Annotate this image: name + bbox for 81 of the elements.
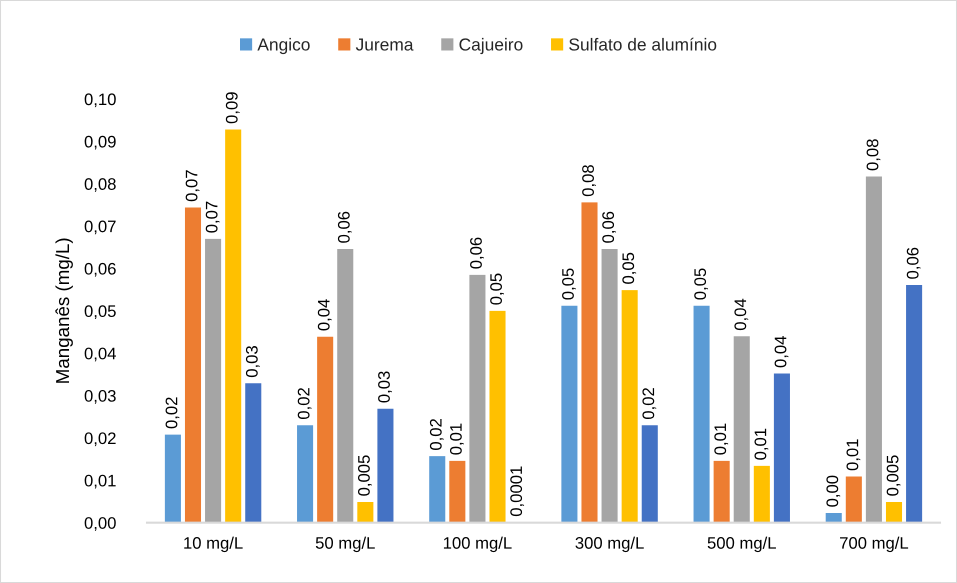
- bar: [225, 130, 242, 523]
- y-tick-label: 0,03: [84, 390, 116, 404]
- y-tick-label: 0,05: [84, 305, 116, 320]
- data-label: 0,05: [694, 268, 708, 300]
- data-label: 0,01: [846, 439, 860, 470]
- data-label: 0,07: [186, 170, 200, 202]
- bar: [622, 290, 638, 523]
- data-label: 0,08: [582, 165, 596, 196]
- y-tick-label: 0,08: [84, 178, 116, 192]
- data-label: 0,03: [246, 346, 260, 378]
- data-label: 0,04: [318, 299, 332, 330]
- bar: [866, 176, 882, 523]
- y-tick-label: 0,07: [84, 220, 116, 234]
- y-tick-label: 0,01: [84, 474, 116, 488]
- bar: [429, 456, 446, 523]
- x-tick-label: 10 mg/L: [184, 536, 243, 552]
- bar: [774, 374, 790, 523]
- data-label: 0,03: [378, 371, 392, 403]
- y-tick-label: 0,04: [84, 348, 116, 362]
- bar: [642, 425, 658, 523]
- data-label: 0,04: [734, 298, 748, 330]
- data-label: 0,02: [298, 388, 312, 420]
- bar: [337, 248, 354, 523]
- legend-label: Angico: [257, 38, 310, 54]
- bar: [357, 502, 374, 523]
- data-label: 0,01: [714, 424, 728, 455]
- data-label: 0,02: [642, 388, 656, 420]
- data-label: 0,05: [622, 252, 636, 284]
- y-tick-label: 0,00: [84, 517, 116, 531]
- y-tick-label: 0,06: [84, 262, 116, 277]
- bar: [317, 336, 334, 523]
- legend-label: Cajueiro: [459, 38, 523, 54]
- bar: [846, 476, 862, 523]
- x-tick-label: 500 mg/L: [708, 536, 776, 552]
- bar: [245, 383, 262, 523]
- data-label: 0,01: [754, 428, 768, 460]
- y-axis-title: Manganês (mg/L): [55, 238, 73, 383]
- bar: [754, 466, 770, 523]
- bar: [469, 274, 486, 523]
- bar: [694, 306, 710, 523]
- data-label: 0,02: [430, 419, 444, 450]
- data-label: 0,06: [602, 212, 616, 243]
- data-label: 0,005: [358, 455, 372, 496]
- data-label: 0,05: [490, 274, 504, 305]
- data-label: 0,06: [338, 212, 352, 243]
- data-label: 0,08: [866, 139, 880, 170]
- data-label: 0,06: [906, 248, 921, 279]
- bar: [164, 434, 181, 523]
- bar: [489, 310, 506, 523]
- y-tick-label: 0,10: [84, 93, 116, 108]
- bar: [184, 207, 202, 523]
- x-tick-label: 300 mg/L: [575, 536, 644, 552]
- bar: [734, 336, 750, 523]
- bar: [449, 460, 466, 523]
- data-label: 0,02: [166, 397, 180, 428]
- bar: [906, 285, 922, 523]
- data-label: 0,005: [886, 455, 900, 496]
- bar: [826, 512, 842, 523]
- bar: [714, 460, 730, 523]
- x-tick-label: 700 mg/L: [840, 536, 908, 552]
- data-label: 0,01: [450, 424, 464, 455]
- bar: [581, 202, 598, 523]
- bar: [205, 238, 222, 523]
- bar: [297, 425, 314, 523]
- y-tick-label: 0,02: [84, 432, 116, 446]
- bar: [886, 502, 902, 523]
- data-label: 0,05: [562, 268, 576, 300]
- legend-label: Jurema: [356, 38, 414, 51]
- x-tick-label: 100 mg/L: [444, 536, 512, 552]
- data-label: 0,07: [206, 202, 220, 233]
- legend-label: Sulfato de alumínio: [569, 38, 716, 51]
- data-label: 0,00: [826, 476, 840, 507]
- bar: [561, 306, 578, 523]
- data-label: 0,04: [774, 336, 788, 368]
- bar: [602, 248, 618, 523]
- x-tick-label: 50 mg/L: [316, 536, 375, 552]
- data-label: 0,06: [470, 238, 484, 269]
- y-tick-label: 0,09: [84, 136, 116, 150]
- data-label: 0,0001: [510, 466, 524, 516]
- data-label: 0,09: [226, 92, 240, 124]
- bar: [377, 408, 394, 523]
